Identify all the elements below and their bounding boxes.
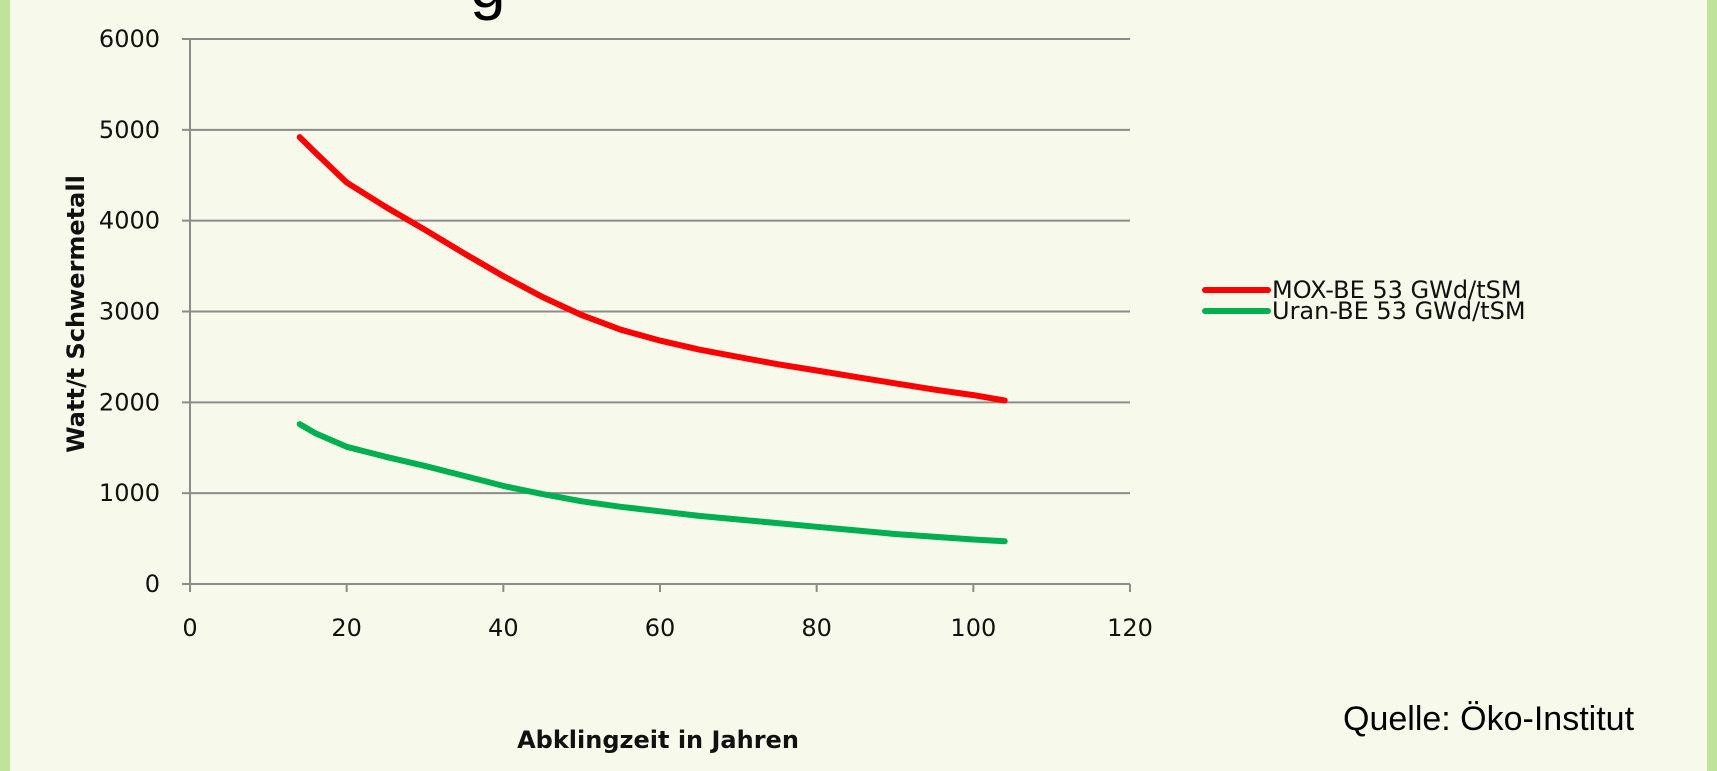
y-tick-label: 6000 bbox=[99, 25, 160, 53]
series-lines bbox=[296, 134, 1008, 545]
slide-title-fragment: g bbox=[470, 0, 506, 22]
x-tick-label: 40 bbox=[488, 614, 519, 642]
series-line bbox=[296, 134, 1008, 404]
y-tick-label: 4000 bbox=[99, 207, 160, 235]
x-tick-label: 80 bbox=[801, 614, 832, 642]
y-tick-label: 0 bbox=[145, 570, 160, 598]
x-tick-label: 100 bbox=[950, 614, 996, 642]
x-tick-label: 0 bbox=[182, 614, 197, 642]
source-caption: Quelle: Öko-Institut bbox=[1343, 700, 1635, 738]
x-tick-label: 20 bbox=[331, 614, 362, 642]
x-tick-labels: 0 20 40 60 80 100 120 bbox=[182, 614, 1153, 642]
y-axis-title: Watt/t Schwermetall bbox=[62, 175, 90, 453]
x-tick-label: 120 bbox=[1107, 614, 1153, 642]
y-tick-label: 5000 bbox=[99, 116, 160, 144]
x-axis-title: Abklingzeit in Jahren bbox=[517, 726, 799, 754]
y-tick-labels: 0 1000 2000 3000 4000 5000 6000 bbox=[99, 25, 160, 598]
y-tick-label: 2000 bbox=[99, 388, 160, 416]
axes bbox=[189, 39, 1131, 592]
legend-label: MOX-BE 53 GWd/tSM bbox=[1272, 276, 1522, 304]
series-line bbox=[296, 421, 1008, 545]
y-tick-label: 3000 bbox=[99, 298, 160, 326]
y-tick-label: 1000 bbox=[99, 479, 160, 507]
x-tick-label: 60 bbox=[645, 614, 676, 642]
legend-label: Uran-BE 53 GWd/tSM bbox=[1272, 297, 1526, 325]
gridlines bbox=[182, 38, 1130, 585]
